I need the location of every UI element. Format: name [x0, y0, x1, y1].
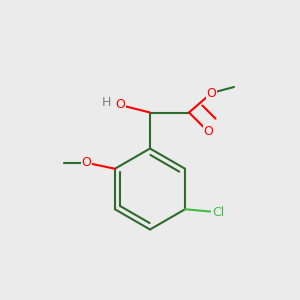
- Text: O: O: [115, 98, 125, 112]
- Text: O: O: [204, 125, 213, 139]
- Text: Cl: Cl: [212, 206, 224, 219]
- Text: H: H: [102, 95, 111, 109]
- Text: O: O: [207, 86, 216, 100]
- Text: O: O: [82, 156, 92, 169]
